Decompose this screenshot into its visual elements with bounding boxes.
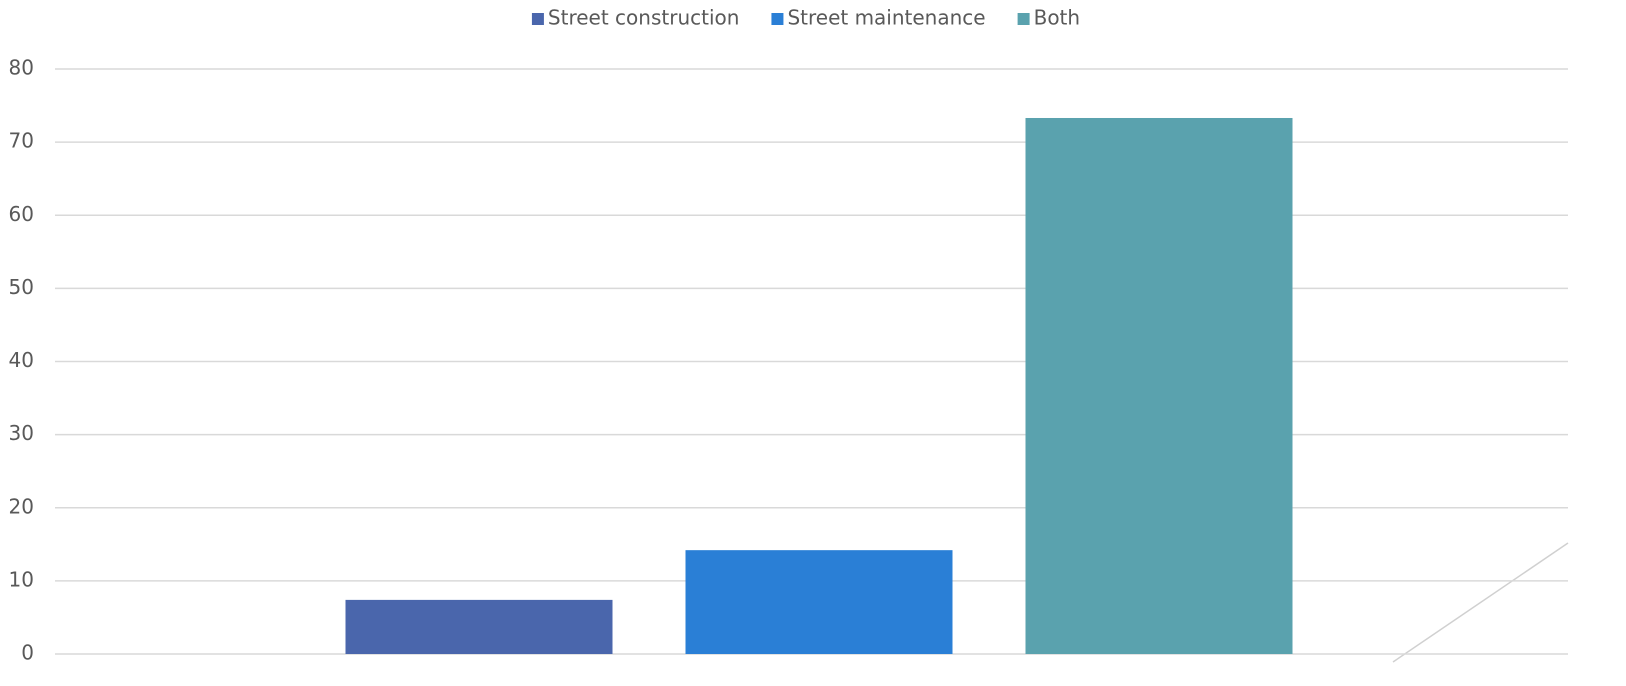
bar (345, 599, 613, 654)
y-tick-label: 0 (21, 641, 34, 665)
bar (685, 550, 953, 654)
legend-label: Both (1034, 6, 1080, 30)
y-tick-label: 70 (9, 129, 34, 153)
y-tick-label: 50 (9, 275, 34, 299)
y-tick-label: 40 (9, 348, 34, 372)
legend-swatch (1017, 13, 1030, 25)
legend-label: Street maintenance (787, 6, 985, 30)
y-tick-label: 10 (9, 567, 34, 591)
y-tick-label: 80 (9, 56, 34, 80)
bar (1025, 117, 1293, 654)
decoration-line (1392, 542, 1569, 663)
legend-label: Street construction (548, 6, 740, 30)
y-tick-label: 20 (9, 494, 34, 518)
legend-swatch (771, 13, 784, 25)
y-tick-label: 60 (9, 202, 34, 226)
y-tick-label: 30 (9, 421, 34, 445)
legend-swatch (531, 13, 544, 25)
